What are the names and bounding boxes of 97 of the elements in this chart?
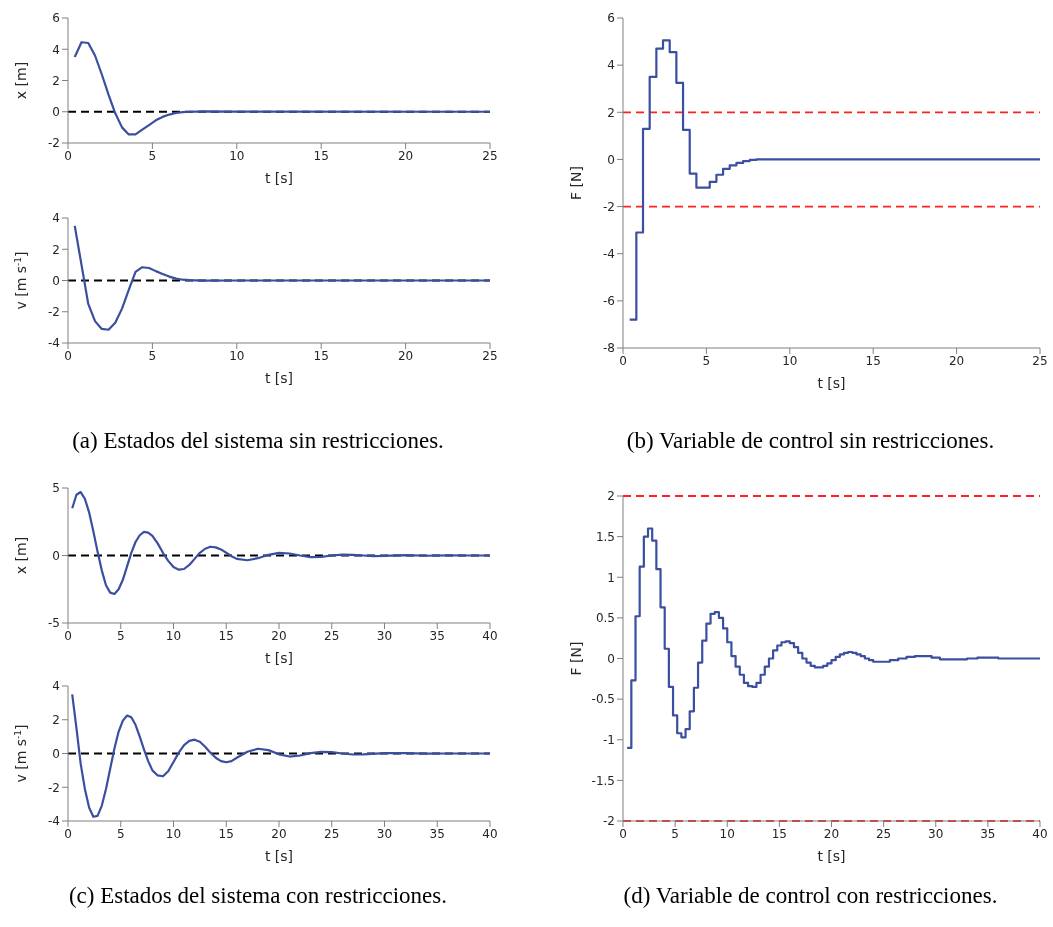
x-tick-label: 5 [148, 348, 157, 363]
x-tick-label: 20 [397, 348, 414, 363]
x-tick-label: 5 [702, 353, 711, 368]
y-tick-label: -0.5 [591, 692, 615, 707]
x-tick-label: 25 [482, 348, 498, 363]
line-series [73, 224, 490, 331]
x-tick-label: 35 [429, 826, 445, 841]
y-tick-label: 6 [52, 11, 60, 26]
x-tick-label: 40 [482, 628, 498, 643]
x-tick-label: 0 [64, 348, 72, 363]
x-tick-label: 0 [64, 826, 72, 841]
y-tick-label: 5 [52, 481, 60, 496]
y-tick-label: 4 [607, 58, 615, 73]
y-tick-label: -4 [603, 246, 615, 261]
x-tick-label: 0 [619, 353, 627, 368]
x-tick-label: 20 [948, 353, 965, 368]
y-tick-label: 2 [607, 105, 615, 120]
text: (b) Variable de control sin restricciones. [625, 428, 996, 454]
x-tick-label: 20 [397, 148, 414, 163]
y-tick-label: -2 [48, 780, 60, 795]
y-tick-label: 2 [52, 242, 60, 257]
x-tick-label: 0 [64, 148, 72, 163]
y-tick-label: 0.5 [595, 611, 615, 626]
x-tick-label: 10 [165, 628, 182, 643]
y-tick-label: 2 [52, 73, 60, 88]
y-tick-label: 0 [52, 273, 60, 288]
x-tick-label: 5 [148, 148, 157, 163]
x-tick-label: 30 [376, 826, 393, 841]
x-tick-label: 15 [218, 826, 234, 841]
text: (d) Variable de control con restricciones. [622, 883, 999, 909]
x-axis-title: t [s] [264, 170, 294, 186]
x-axis-title: t [s] [817, 375, 846, 391]
x-tick-label: 25 [324, 628, 340, 643]
y-tick-label: -2 [603, 814, 615, 829]
x-tick-label: 10 [165, 826, 182, 841]
x-tick-label: 40 [1032, 826, 1048, 841]
x-axis-title: t [s] [264, 370, 294, 386]
y-tick-label: 4 [52, 211, 60, 226]
x-tick-label: 10 [229, 348, 245, 363]
text: (a) Estados del sistema sin restricciones. [71, 428, 445, 454]
x-tick-label: 15 [313, 148, 329, 163]
y-tick-label: -5 [48, 616, 60, 631]
x-tick-label: 15 [313, 348, 329, 363]
line-series [73, 41, 490, 136]
x-tick-label: 25 [1032, 353, 1048, 368]
y-tick-label: -6 [603, 294, 615, 309]
text: (c) Estados del sistema con restricciones. [67, 883, 449, 909]
x-tick-label: 25 [875, 826, 892, 841]
x-tick-label: 10 [719, 826, 735, 841]
x-tick-label: 35 [980, 826, 996, 841]
x-tick-label: 40 [482, 826, 498, 841]
y-tick-label: -4 [48, 814, 60, 829]
x-tick-label: 15 [771, 826, 788, 841]
y-tick-label: 1.5 [595, 529, 615, 544]
x-tick-label: 5 [116, 628, 125, 643]
x-tick-label: 15 [218, 628, 234, 643]
x-tick-label: 20 [271, 628, 287, 643]
y-tick-label: 4 [52, 679, 60, 694]
y-tick-label: 0 [52, 105, 60, 120]
x-tick-label: 25 [482, 148, 498, 163]
x-tick-label: 20 [271, 826, 287, 841]
y-tick-label: 4 [52, 42, 60, 57]
y-tick-label: 0 [607, 651, 615, 666]
x-tick-label: 15 [865, 353, 881, 368]
y-tick-label: -1 [603, 733, 615, 748]
y-tick-label: -2 [603, 199, 615, 214]
y-tick-label: -8 [603, 341, 615, 356]
y-tick-label: 6 [607, 11, 615, 26]
y-tick-label: 1 [607, 570, 615, 585]
y-tick-label: 0 [52, 548, 60, 563]
x-tick-label: 10 [782, 353, 798, 368]
y-tick-label: -4 [48, 336, 60, 351]
y-axis-title: x [m] [13, 61, 29, 100]
y-axis-title: F [N] [568, 641, 584, 676]
x-tick-label: 10 [229, 148, 245, 163]
x-tick-label: 25 [324, 826, 340, 841]
x-tick-label: 0 [64, 628, 72, 643]
y-tick-label: -1.5 [591, 773, 615, 788]
x-tick-label: 30 [928, 826, 944, 841]
y-tick-label: 2 [52, 713, 60, 728]
x-tick-label: 30 [376, 628, 393, 643]
y-tick-label: 0 [52, 746, 60, 761]
line-series [71, 693, 490, 818]
x-axis-title: t [s] [817, 848, 846, 864]
y-tick-label: -2 [48, 136, 60, 151]
x-axis-title: t [s] [264, 848, 294, 864]
y-axis-title: F [N] [568, 166, 584, 200]
x-tick-label: 35 [429, 628, 445, 643]
x-tick-label: 20 [823, 826, 840, 841]
x-axis-title: t [s] [264, 650, 294, 666]
x-tick-label: 0 [619, 826, 627, 841]
y-tick-label: -2 [48, 305, 60, 320]
y-tick-label: 2 [607, 489, 615, 504]
line-series [71, 490, 490, 596]
x-tick-label: 5 [116, 826, 125, 841]
x-tick-label: 5 [671, 826, 679, 841]
y-axis-title: x [m] [13, 536, 29, 575]
